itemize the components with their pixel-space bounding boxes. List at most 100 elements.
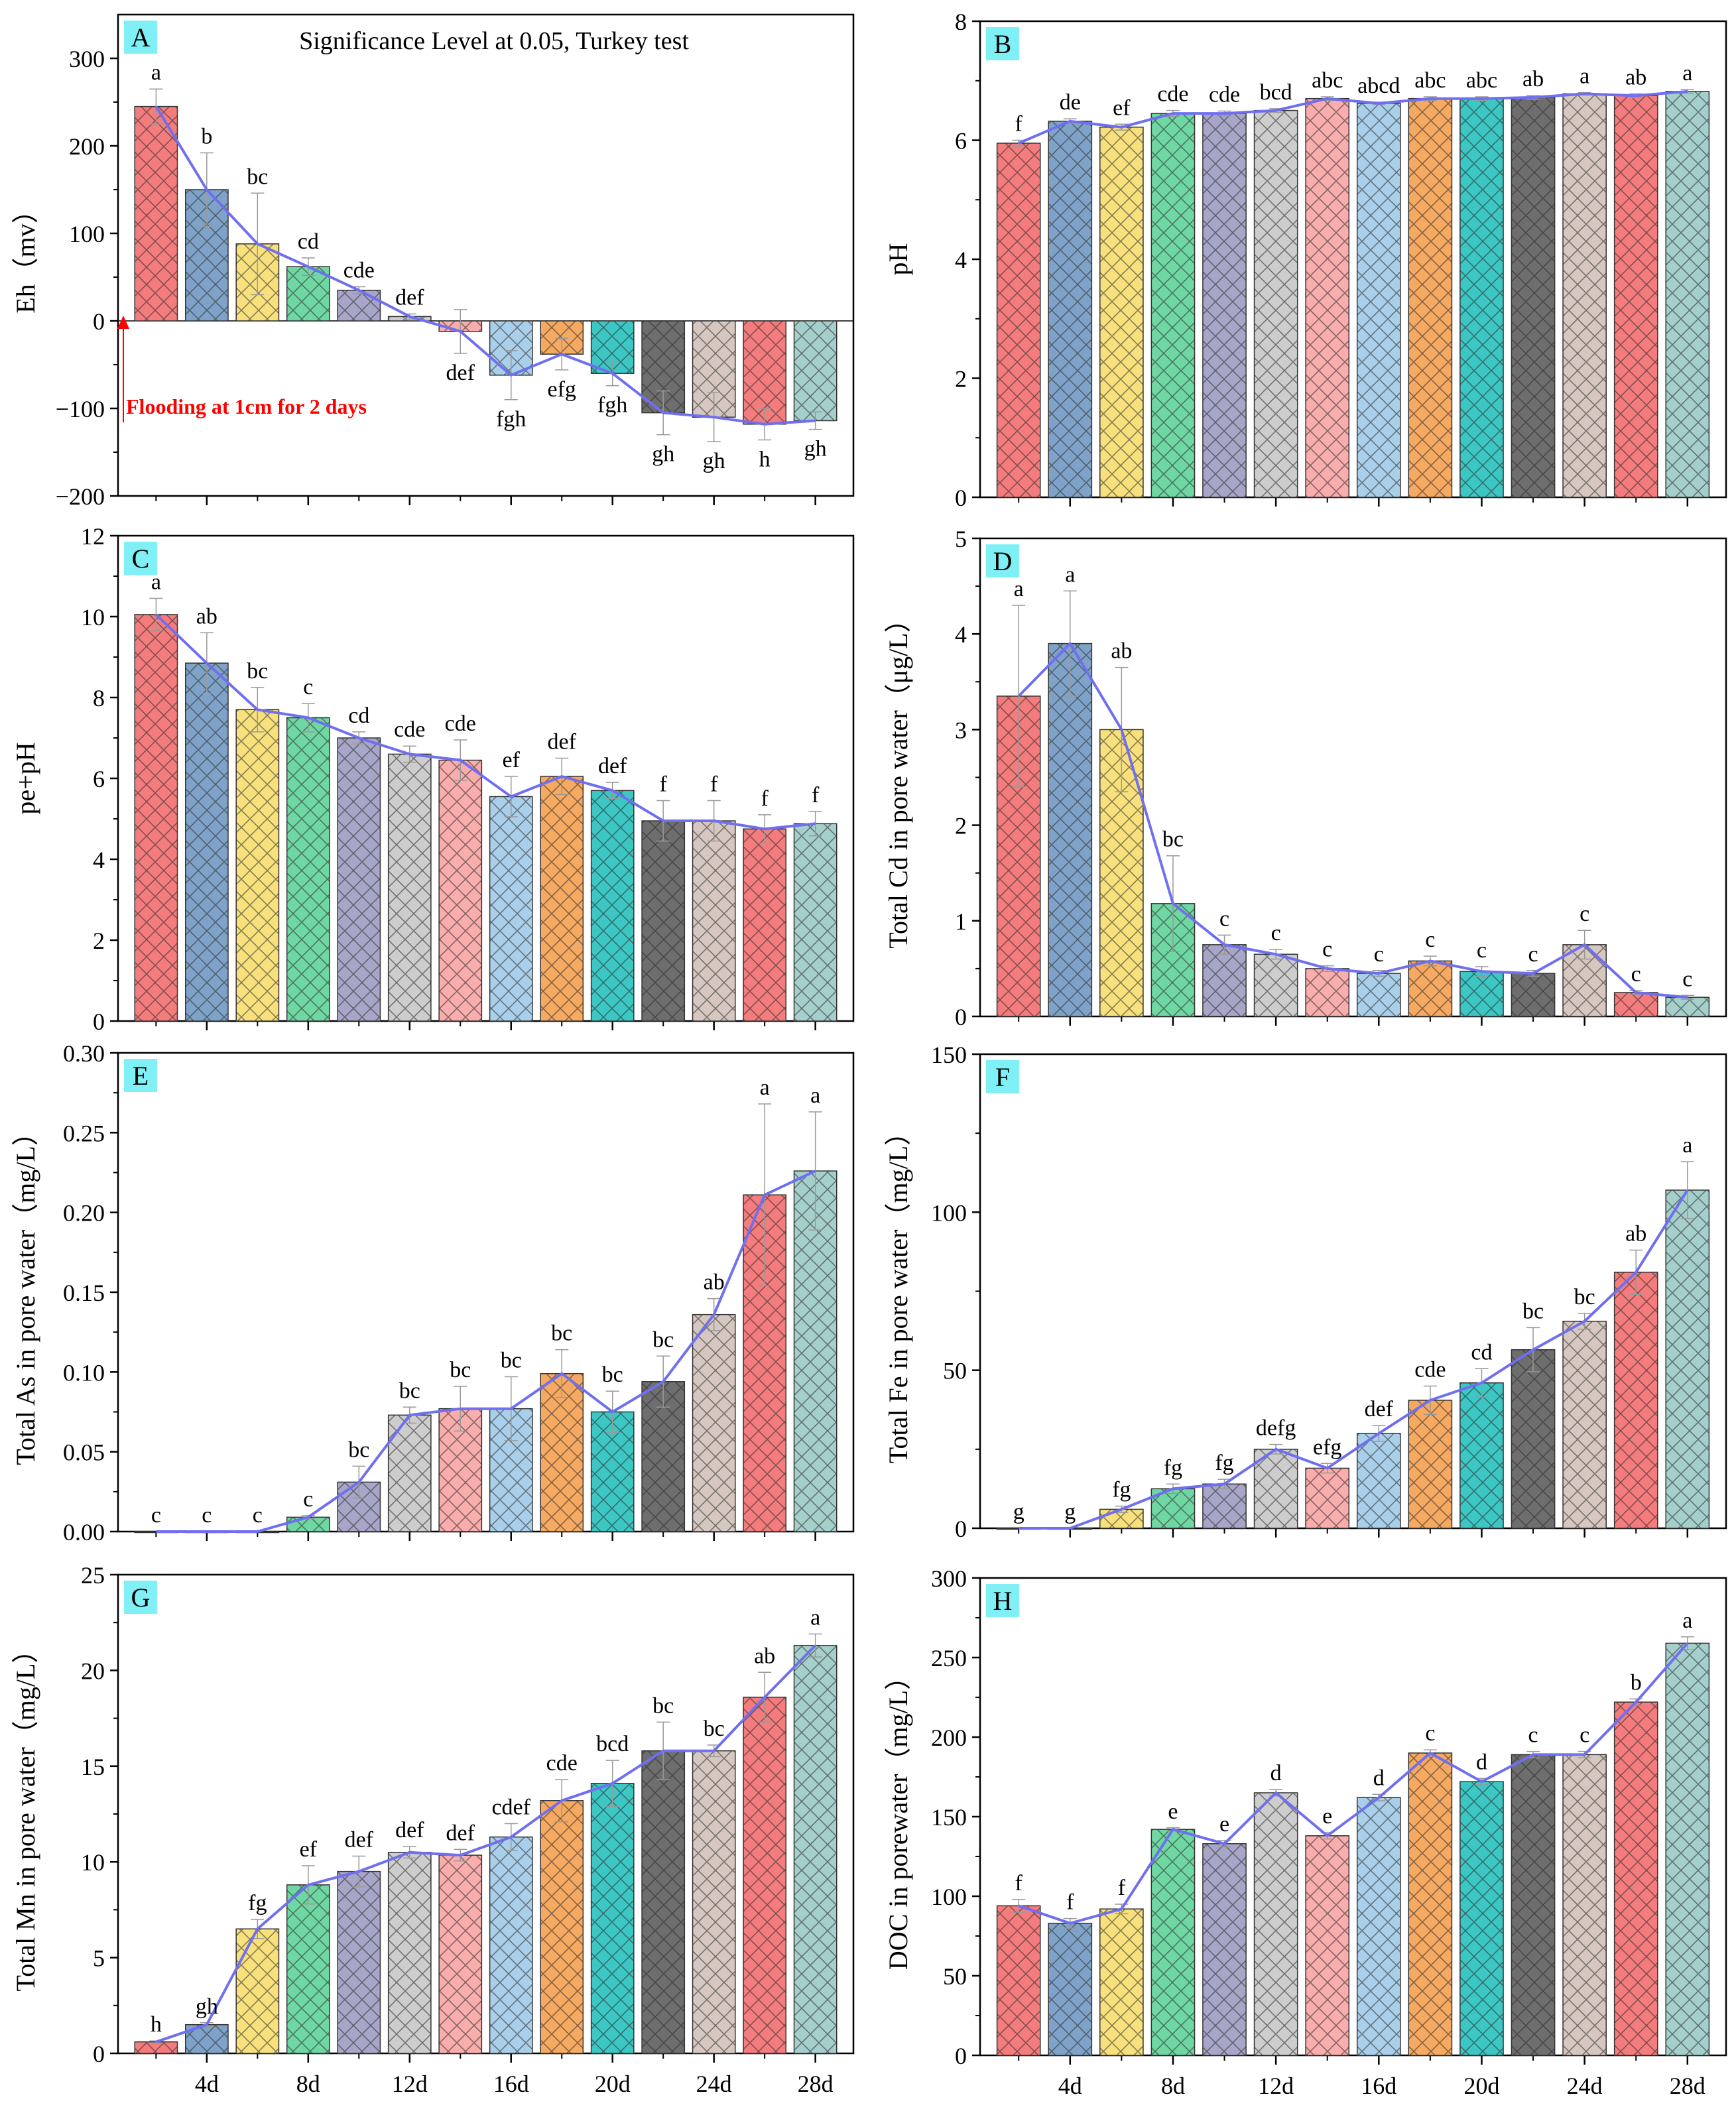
significance-letter: ef	[503, 748, 521, 772]
bar	[1305, 1467, 1350, 1529]
bar	[489, 1836, 533, 2054]
y-tick-label: 0	[93, 1008, 105, 1035]
bar	[1253, 953, 1298, 1017]
significance-letter: a	[810, 1083, 820, 1108]
panel-label-bg	[986, 1584, 1019, 1617]
y-tick-label: 0	[955, 1004, 967, 1030]
panel-label: E	[133, 1061, 149, 1091]
y-axis-label: Total As in pore water（mg/L）	[11, 1119, 40, 1465]
bar	[1511, 1754, 1556, 2056]
bar	[1613, 992, 1658, 1017]
y-axis-label: Total Mn in pore water（mg/L）	[11, 1637, 40, 1992]
y-tick-label: 300	[931, 1565, 967, 1592]
series-line	[156, 1170, 816, 1533]
significance-letter: cde	[445, 711, 476, 736]
bar	[184, 662, 229, 1022]
y-tick-label: 0.10	[63, 1359, 105, 1386]
significance-letter: c	[1528, 942, 1538, 967]
y-axis-label: Eh（mv）	[11, 197, 40, 314]
bar	[692, 820, 736, 1022]
bar	[1459, 1781, 1504, 2056]
series-line	[155, 1644, 817, 2043]
bar	[1356, 1797, 1401, 2056]
y-axis-label: Total Cd in pore water（μg/L）	[883, 606, 913, 948]
significance-letter: f	[710, 772, 718, 797]
significance-letter: bc	[652, 1327, 674, 1352]
y-tick-label: 3	[955, 717, 967, 743]
significance-letter: defg	[1256, 1416, 1296, 1441]
chart-title: Significance Level at 0.05, Turkey test	[299, 27, 689, 55]
series-line	[1019, 1189, 1689, 1530]
y-tick-label: 5	[955, 526, 967, 552]
significance-letter: gh	[652, 442, 674, 467]
significance-letter: ab	[1111, 639, 1132, 664]
significance-letter: ab	[1625, 1222, 1646, 1246]
panel-label: F	[995, 1062, 1010, 1092]
bar	[1048, 1923, 1093, 2056]
bar	[235, 1928, 280, 2054]
significance-letter: bc	[602, 1362, 623, 1387]
significance-letter: cde	[394, 717, 425, 742]
bar	[387, 753, 432, 1022]
significance-letter: ab	[1522, 67, 1544, 91]
y-tick-label: 8	[955, 9, 967, 35]
y-tick-label: 0.05	[63, 1439, 105, 1466]
y-tick-label: 0	[93, 2041, 105, 2067]
significance-letter: h	[151, 2012, 162, 2037]
bar	[1202, 1843, 1247, 2056]
bar	[1408, 97, 1453, 498]
panel-label-bg	[986, 544, 1019, 577]
bar	[1511, 973, 1556, 1017]
bar	[1253, 109, 1298, 498]
bar	[1408, 1752, 1453, 2056]
bar	[1665, 1642, 1710, 2056]
significance-letter: gh	[804, 437, 827, 461]
significance-letter: c	[303, 675, 313, 699]
bar	[540, 776, 584, 1022]
significance-letter: gh	[196, 1994, 218, 2019]
bar	[134, 614, 178, 1022]
bar	[1356, 973, 1401, 1017]
bar	[1562, 1321, 1607, 1529]
significance-letter: ef	[300, 1837, 318, 1862]
significance-letter: efg	[548, 377, 576, 402]
significance-letter: fg	[248, 1891, 267, 1915]
bar	[1459, 1382, 1504, 1529]
x-tick-label: 12d	[1258, 2073, 1294, 2099]
y-tick-label: 2	[93, 928, 105, 954]
significance-letter: bcd	[596, 1732, 629, 1756]
x-tick-label: 24d	[1567, 2073, 1603, 2099]
y-tick-label: 0	[93, 308, 105, 335]
significance-letter: cd	[348, 703, 369, 728]
y-axis-label: Total Fe in pore water（mg/L）	[883, 1119, 913, 1463]
significance-letter: e	[1168, 1799, 1178, 1824]
significance-letter: fg	[1112, 1478, 1131, 1502]
bar	[590, 790, 635, 1022]
bar	[1562, 1754, 1607, 2056]
panel-label: H	[993, 1586, 1013, 1616]
significance-letter: ef	[1113, 95, 1131, 120]
significance-letter: a	[760, 1075, 770, 1100]
y-axis-label: pe+pH	[11, 742, 40, 814]
y-tick-label: 0.20	[63, 1200, 105, 1227]
bar	[134, 105, 178, 322]
significance-letter: abc	[1466, 68, 1497, 93]
y-tick-label: 5	[93, 1945, 105, 1972]
panel-label: B	[994, 29, 1012, 59]
significance-letter: c	[253, 1503, 263, 1528]
bar	[1305, 97, 1350, 498]
bar	[387, 1414, 432, 1532]
bar	[1408, 1400, 1453, 1529]
bar	[692, 1750, 736, 2054]
panel-label-bg	[124, 21, 157, 54]
bar	[1613, 1701, 1658, 2056]
significance-letter: h	[759, 448, 771, 472]
significance-letter: g	[1013, 1500, 1024, 1524]
significance-letter: ab	[754, 1644, 775, 1668]
significance-letter: def	[395, 285, 424, 310]
panel-label: D	[993, 546, 1013, 576]
y-tick-label: 20	[81, 1658, 105, 1684]
significance-letter: f	[660, 772, 668, 797]
